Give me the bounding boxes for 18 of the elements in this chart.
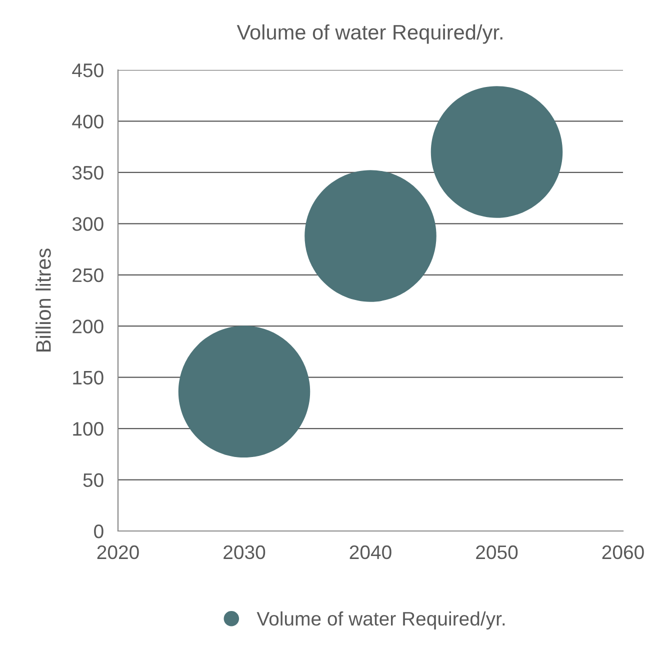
y-tick-label: 0 bbox=[94, 524, 104, 538]
y-tick-label: 300 bbox=[72, 217, 104, 231]
x-tick-label: 2030 bbox=[224, 545, 266, 560]
y-tick-label: 50 bbox=[83, 473, 104, 488]
y-axis-title: Billion litres bbox=[36, 248, 51, 352]
y-tick-label: 250 bbox=[72, 268, 104, 282]
x-tick-label: 2020 bbox=[97, 545, 139, 560]
x-tick-label: 2050 bbox=[476, 545, 518, 560]
x-tick-label: 2060 bbox=[602, 545, 644, 560]
y-tick-label: 350 bbox=[72, 166, 104, 180]
y-tick-label: 400 bbox=[72, 114, 104, 128]
legend-label: Volume of water Required/yr. bbox=[256, 611, 505, 630]
chart-title: Volume of water Required/yr. bbox=[236, 24, 502, 44]
x-tick-label: 2040 bbox=[350, 545, 392, 560]
y-tick-label: 100 bbox=[73, 422, 104, 436]
y-tick-label: 450 bbox=[72, 63, 104, 78]
y-tick-label: 150 bbox=[73, 370, 104, 385]
y-tick-label: 200 bbox=[72, 320, 104, 334]
